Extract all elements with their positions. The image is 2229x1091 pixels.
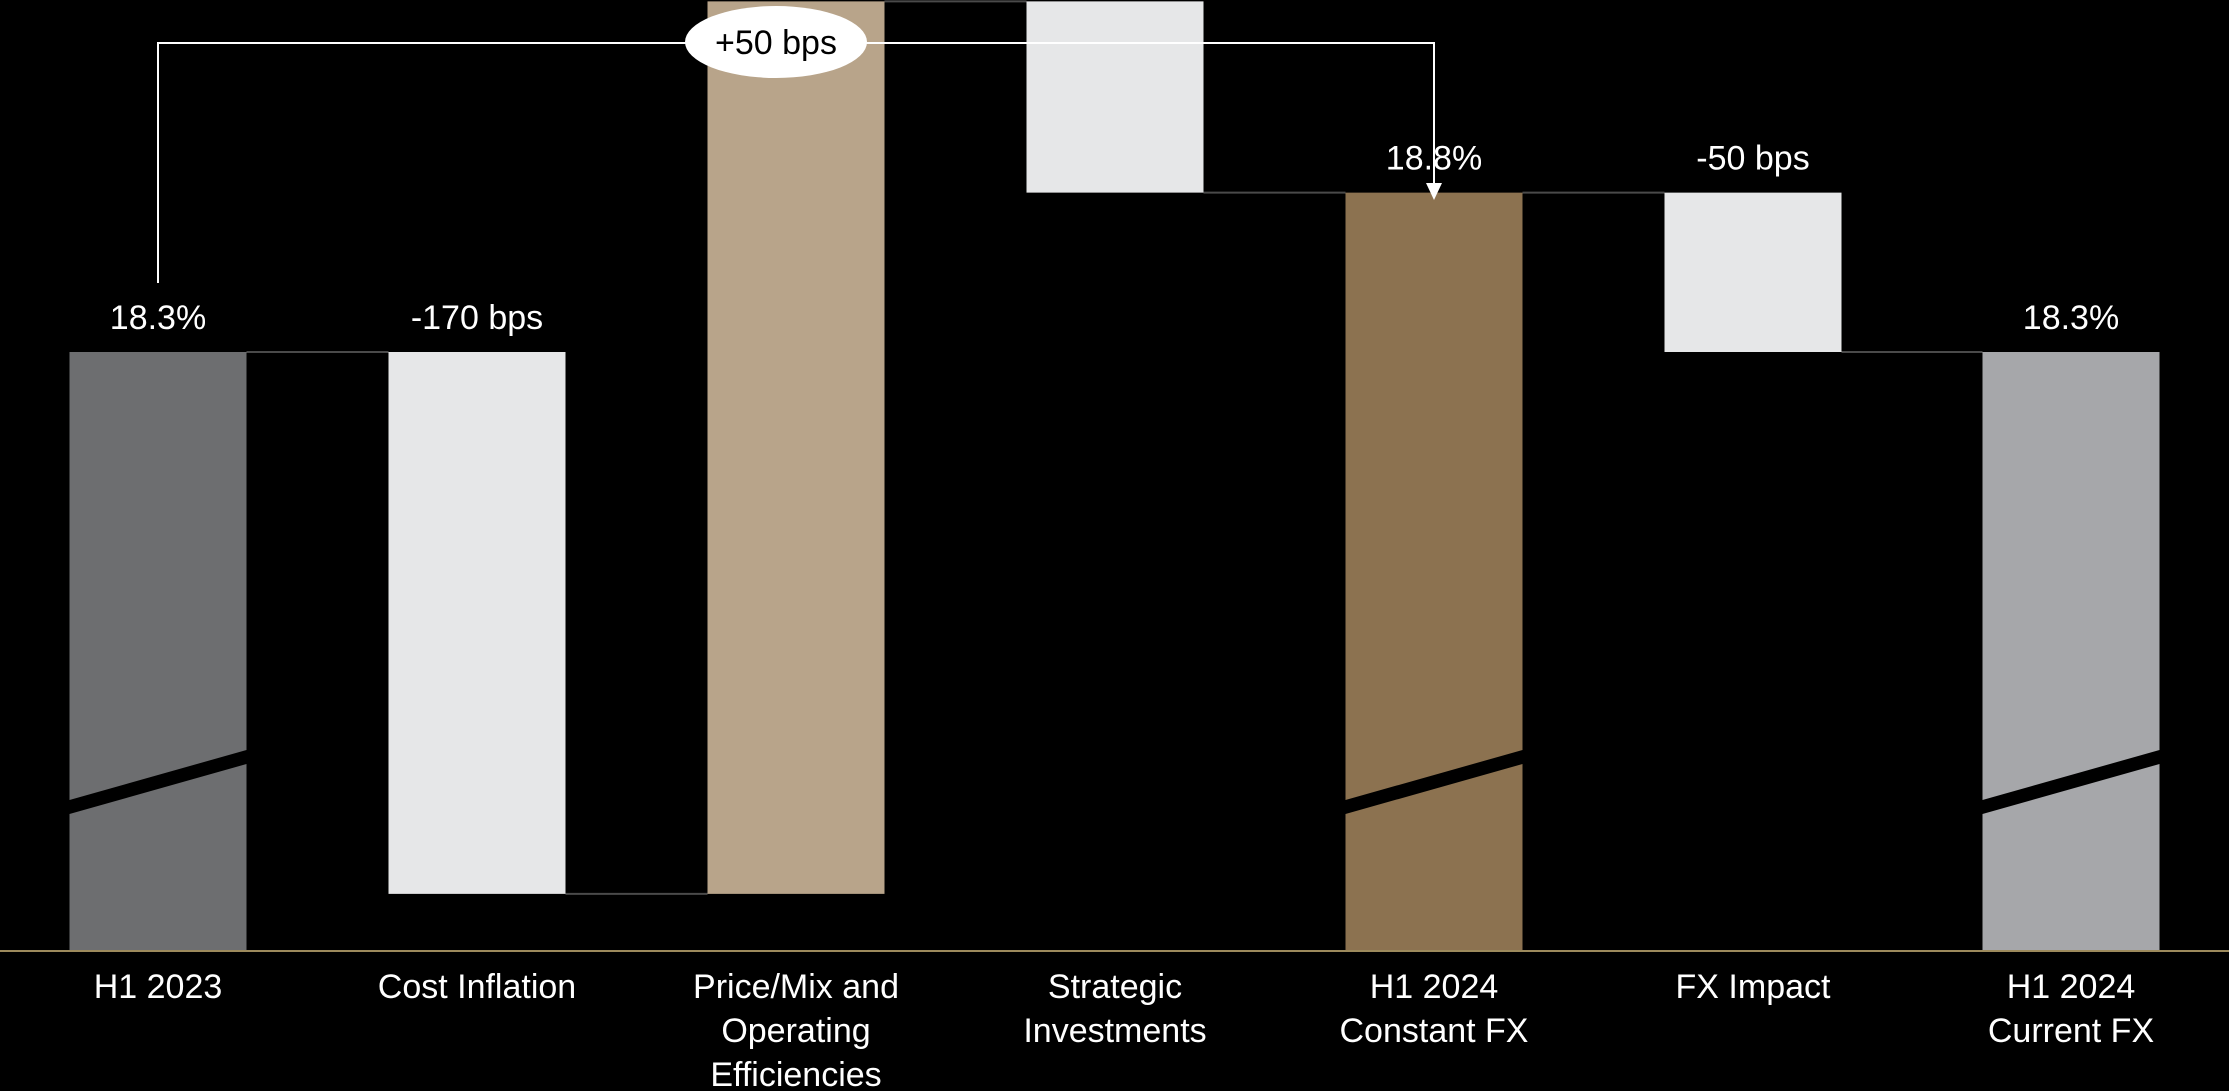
data-label: 18.3% [2023,299,2119,337]
data-label: -50 bps [1696,140,1809,178]
category-label: H1 2023 [94,968,223,1006]
total-bar [1982,352,2160,950]
axis-break-mark [69,750,247,814]
category-label: Price/Mix and Operating Efficiencies [693,968,899,1091]
data-label: 18.3% [110,299,206,337]
axis-break-mark [1982,750,2160,814]
annotation-bubble [685,6,867,78]
annotation-arrowhead [1426,183,1442,200]
category-label: H1 2024 Current FX [1988,968,2154,1050]
category-label: H1 2024 Constant FX [1340,968,1529,1050]
delta-bar [707,1,885,894]
axis-break-mark [1345,750,1523,814]
category-label: FX Impact [1676,968,1831,1006]
delta-bar [1664,192,1842,352]
delta-bar [1026,1,1204,193]
category-label: Strategic Investments [1023,968,1206,1050]
total-bar [1345,192,1523,950]
total-bar [69,352,247,950]
data-label: -170 bps [411,299,543,337]
delta-bar [388,352,566,894]
annotation-label: +50 bps [715,24,837,62]
category-label: Cost Inflation [378,968,576,1006]
